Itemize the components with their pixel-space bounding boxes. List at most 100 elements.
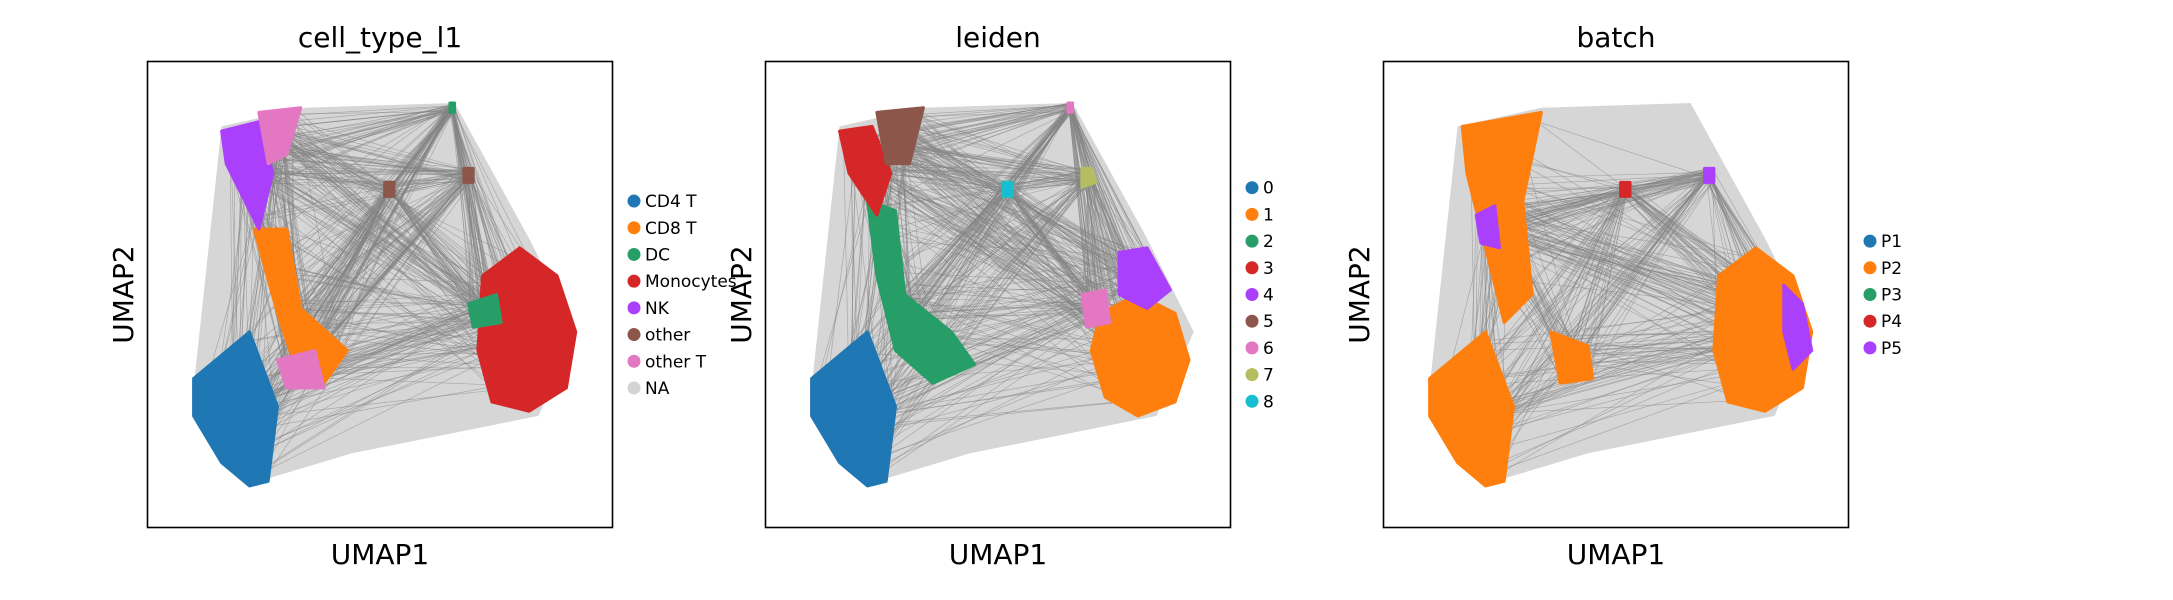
- cluster-6: [1066, 101, 1075, 114]
- edge: [393, 195, 474, 307]
- edge: [882, 169, 1089, 176]
- y-axis-label: UMAP2: [725, 245, 758, 344]
- edge: [1086, 178, 1122, 294]
- edge: [1004, 178, 1091, 186]
- legend-marker: [1245, 261, 1259, 275]
- edge: [313, 180, 473, 353]
- legend-marker: [1245, 288, 1259, 301]
- edge: [281, 142, 393, 185]
- cluster-cd8-t: [252, 227, 349, 385]
- legend-marker: [627, 221, 641, 235]
- legend-marker: [627, 274, 641, 288]
- panel-cell-type-l1: cell_type_l1 UMAP1 UMAP2 CD4 T CD8 T DC Mon…: [107, 21, 737, 571]
- edge: [1003, 104, 1070, 184]
- edge: [271, 176, 470, 263]
- cluster-p5: [1782, 283, 1814, 371]
- edge: [1629, 178, 1707, 196]
- panel-title: leiden: [955, 21, 1041, 54]
- legend-item: P4: [1863, 312, 1902, 332]
- edge: [385, 183, 494, 318]
- legend-item: DC: [627, 245, 670, 265]
- edge: [315, 325, 475, 382]
- edge: [450, 105, 471, 179]
- legend-marker: [627, 247, 641, 261]
- edge: [908, 181, 1085, 299]
- edge: [1580, 177, 1711, 368]
- edge: [876, 108, 1070, 465]
- edge: [1555, 183, 1622, 339]
- edge: [318, 105, 452, 385]
- legend-marker: [1863, 314, 1877, 328]
- cluster-5: [875, 106, 925, 166]
- legend-item: 0: [1245, 179, 1274, 199]
- edge: [908, 160, 1009, 192]
- edge: [285, 108, 454, 127]
- y-axis-label: UMAP2: [107, 245, 140, 344]
- legend: P1 P2 P3 P4 P5: [1863, 232, 1902, 359]
- legend-item: P5: [1863, 339, 1902, 359]
- cluster-p2: [1549, 330, 1595, 385]
- edge: [855, 331, 1118, 433]
- edge: [1005, 105, 1070, 188]
- legend-label: CD8 T: [645, 219, 697, 239]
- edge: [315, 110, 455, 383]
- edge: [953, 179, 1092, 344]
- edge: [902, 109, 1070, 147]
- edge: [270, 157, 467, 174]
- legend-label: other T: [645, 352, 707, 372]
- edge: [1010, 184, 1095, 307]
- edge: [943, 332, 1119, 382]
- cluster-nk: [220, 120, 275, 231]
- edge: [384, 105, 452, 184]
- legend: 0 1 2 3 4 5 6 7 8: [1245, 179, 1274, 412]
- cluster-4: [1117, 246, 1172, 311]
- edge: [304, 105, 452, 375]
- legend-marker: [1245, 234, 1259, 248]
- edge: [303, 109, 454, 368]
- edge: [1003, 111, 1073, 196]
- edge: [294, 114, 392, 193]
- edge: [1008, 190, 1121, 255]
- edge: [269, 158, 466, 172]
- edge: [255, 211, 500, 388]
- plot-area: [192, 101, 578, 488]
- legend-item: P3: [1863, 286, 1902, 306]
- edge: [232, 380, 528, 434]
- edge: [450, 111, 489, 308]
- edge: [1011, 195, 1098, 306]
- legend-label: P3: [1881, 286, 1902, 306]
- legend-item: other T: [627, 352, 707, 372]
- plot-frame: [1382, 60, 1850, 529]
- edge: [285, 150, 473, 170]
- cluster-3: [838, 124, 893, 217]
- edge: [1068, 105, 1089, 178]
- cluster-dc: [448, 101, 457, 114]
- edge: [281, 142, 476, 308]
- legend-marker: [627, 381, 641, 395]
- edge: [290, 119, 472, 172]
- edge: [1622, 173, 1711, 195]
- edge: [1567, 181, 1714, 370]
- edge: [906, 295, 1110, 393]
- edge: [858, 310, 1099, 396]
- edge: [1006, 188, 1095, 313]
- edge: [269, 124, 473, 183]
- edge: [386, 111, 455, 194]
- edge: [393, 176, 468, 184]
- edge: [911, 181, 1086, 302]
- legend-item: 4: [1245, 286, 1274, 306]
- legend-label: 8: [1263, 392, 1274, 412]
- edge: [392, 172, 467, 186]
- legend-label: P1: [1881, 232, 1902, 252]
- edge: [901, 144, 1091, 180]
- edge: [889, 155, 1091, 320]
- edge: [863, 180, 1086, 467]
- edge: [1092, 180, 1103, 296]
- edge: [389, 190, 477, 308]
- edge: [1088, 177, 1096, 310]
- legend-label: 6: [1263, 339, 1274, 359]
- edge: [386, 171, 467, 185]
- legend-item: P1: [1863, 232, 1902, 252]
- cluster-0: [810, 330, 897, 488]
- edge: [1586, 185, 1628, 347]
